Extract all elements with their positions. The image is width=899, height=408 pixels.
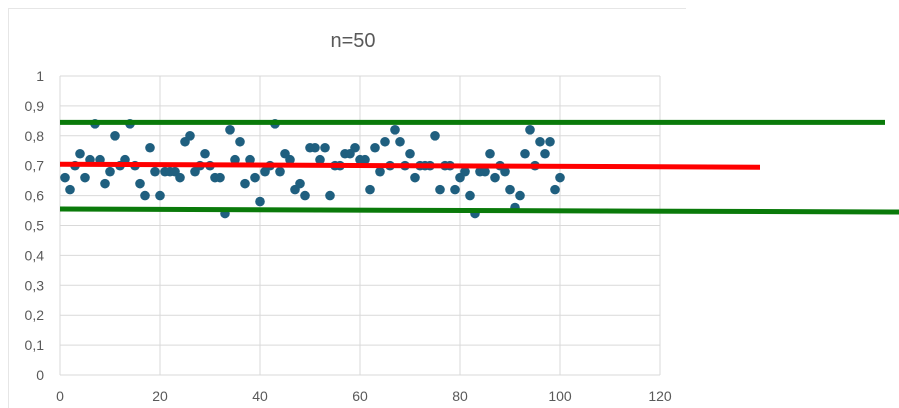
data-point <box>200 148 210 159</box>
y-tick-label: 0,1 <box>25 337 45 353</box>
data-point <box>240 178 250 189</box>
data-point <box>520 148 530 159</box>
chart-frame <box>8 8 686 408</box>
x-tick-label: 40 <box>252 388 268 404</box>
data-point <box>435 184 445 195</box>
data-points <box>60 119 565 219</box>
data-point <box>380 136 390 147</box>
overlay-line <box>59 206 899 215</box>
x-tick-label: 120 <box>648 388 672 404</box>
data-point <box>315 154 325 165</box>
y-tick-label: 0,9 <box>25 98 45 114</box>
data-point <box>390 125 400 135</box>
data-point <box>480 166 490 177</box>
y-tick-label: 0,2 <box>25 307 45 323</box>
data-point <box>310 142 320 153</box>
y-tick-label: 0,4 <box>25 247 45 263</box>
data-point <box>545 136 555 147</box>
x-tick-label: 60 <box>352 388 368 404</box>
data-point <box>225 125 235 135</box>
data-point <box>460 166 470 177</box>
data-point <box>105 166 115 177</box>
x-tick-label: 0 <box>56 388 64 404</box>
data-point <box>515 190 525 201</box>
data-point <box>535 136 545 147</box>
data-point <box>150 166 160 177</box>
data-point <box>135 178 145 189</box>
data-point <box>245 154 255 165</box>
y-tick-label: 1 <box>36 68 44 84</box>
data-point <box>235 136 245 147</box>
data-point <box>230 154 240 165</box>
y-tick-label: 0,3 <box>25 277 45 293</box>
data-point <box>320 142 330 153</box>
data-point <box>505 184 515 195</box>
data-point <box>275 166 285 177</box>
data-point <box>430 131 440 141</box>
data-point <box>490 172 500 183</box>
data-point <box>185 131 195 141</box>
data-point <box>300 190 310 201</box>
data-point <box>100 178 110 189</box>
y-tick-label: 0,7 <box>25 158 45 174</box>
data-point <box>395 136 405 147</box>
data-point <box>450 184 460 195</box>
data-point <box>75 148 85 159</box>
data-point <box>410 172 420 183</box>
y-tick-label: 0 <box>36 367 44 383</box>
data-point <box>140 190 150 201</box>
axis-labels: 0 0,1 0,2 0,3 0,4 0,5 0,6 0,7 0,8 0,9 1 0 20 40 60 80 10… <box>25 68 672 404</box>
x-tick-label: 20 <box>152 388 168 404</box>
overlay-line <box>59 161 761 170</box>
x-tick-label: 100 <box>548 388 572 404</box>
data-point <box>285 154 295 165</box>
data-point <box>360 154 370 165</box>
data-point <box>145 142 155 153</box>
data-point <box>215 172 225 183</box>
data-point <box>525 125 535 135</box>
data-point <box>465 190 475 201</box>
chart-title: n=50 <box>330 30 375 52</box>
x-tick-label: 80 <box>452 388 468 404</box>
data-point <box>110 131 120 141</box>
gridlines <box>59 75 661 376</box>
data-point <box>485 148 495 159</box>
y-tick-label: 0,6 <box>25 188 45 204</box>
data-point <box>500 166 510 177</box>
data-point <box>60 172 70 183</box>
data-point <box>65 184 75 195</box>
data-point <box>370 142 380 153</box>
data-point <box>550 184 560 195</box>
overlay-lines <box>59 119 899 215</box>
data-point <box>405 148 415 159</box>
data-point <box>155 190 165 201</box>
data-point <box>375 166 385 177</box>
y-tick-label: 0,5 <box>25 218 45 234</box>
data-point <box>250 172 260 183</box>
data-point <box>555 172 565 183</box>
data-point <box>540 148 550 159</box>
data-point <box>80 172 90 183</box>
y-tick-label: 0,8 <box>25 128 45 144</box>
data-point <box>295 178 305 189</box>
data-point <box>175 172 185 183</box>
data-point <box>365 184 375 195</box>
data-point <box>325 190 335 201</box>
data-point <box>255 196 265 207</box>
data-point <box>350 142 360 153</box>
